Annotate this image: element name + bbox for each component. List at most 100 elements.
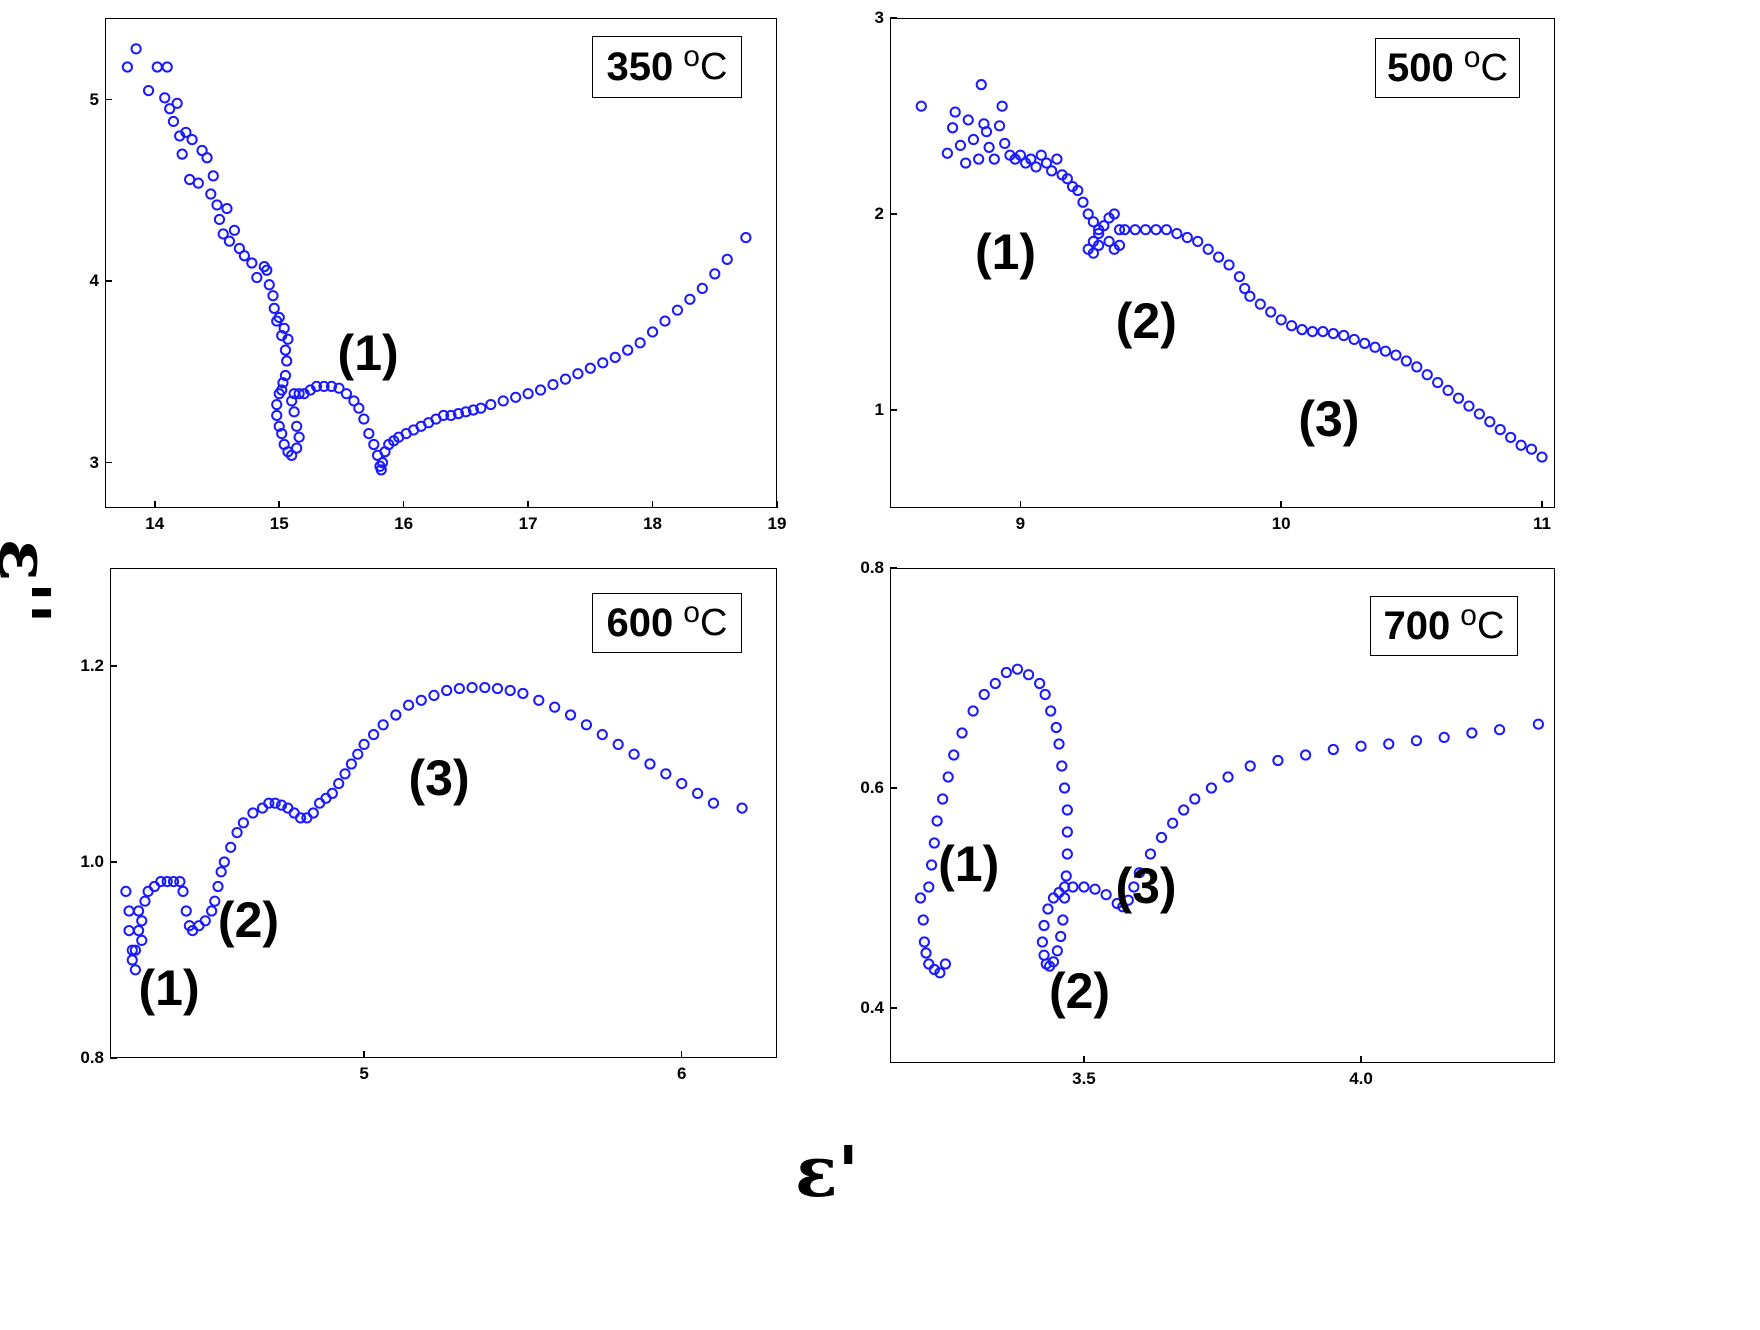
data-point — [1452, 392, 1465, 404]
data-point — [1111, 897, 1123, 910]
data-point — [684, 293, 696, 305]
data-point — [1058, 782, 1071, 794]
region-label: (2) — [1115, 292, 1177, 349]
data-point — [920, 947, 932, 959]
x-tick-mark — [1019, 501, 1022, 508]
y-tick-label: 0.4 — [860, 998, 884, 1017]
data-point — [1233, 271, 1246, 283]
data-point — [1272, 754, 1284, 767]
data-point — [1421, 369, 1433, 381]
data-point — [453, 682, 465, 695]
data-point — [368, 438, 380, 451]
data-point — [269, 797, 281, 809]
data-point — [271, 398, 283, 411]
data-point — [233, 242, 245, 255]
data-point — [275, 799, 288, 811]
data-point — [1155, 831, 1168, 844]
data-point — [960, 157, 972, 169]
region-label: (2) — [1048, 962, 1111, 1019]
x-tick-label: 11 — [1532, 514, 1551, 533]
data-point — [1383, 738, 1395, 750]
data-point — [340, 388, 353, 400]
data-point — [177, 885, 189, 898]
data-point — [428, 689, 440, 702]
data-point — [339, 768, 351, 780]
data-point — [1369, 341, 1381, 353]
y-tick-mark — [105, 98, 112, 101]
data-point — [1438, 731, 1450, 744]
temperature-label: 350 o C — [592, 36, 742, 98]
data-point — [1150, 224, 1162, 236]
data-point — [1205, 782, 1218, 794]
data-point — [948, 749, 960, 761]
data-point — [1473, 408, 1485, 420]
data-point — [207, 170, 219, 182]
data-point — [142, 84, 155, 97]
data-point — [318, 380, 330, 393]
data-point — [1212, 251, 1225, 263]
data-point — [975, 79, 987, 91]
data-point — [1108, 208, 1120, 220]
data-point — [584, 362, 596, 374]
data-point — [1060, 870, 1072, 882]
data-point — [467, 404, 479, 416]
data-point — [186, 133, 198, 146]
x-tick-mark — [651, 501, 654, 508]
data-point — [263, 279, 275, 291]
data-point — [1036, 936, 1048, 948]
data-point — [1355, 740, 1367, 752]
data-point — [967, 133, 980, 146]
data-point — [286, 395, 298, 407]
data-point — [517, 687, 529, 700]
data-point — [1014, 149, 1026, 161]
data-point — [279, 344, 292, 356]
temperature-value: 350 — [606, 44, 674, 89]
data-point — [291, 420, 303, 432]
data-point — [1532, 718, 1544, 730]
data-point — [1171, 228, 1183, 240]
y-tick-mark — [105, 461, 112, 464]
y-tick-mark — [890, 1007, 897, 1009]
y-tick-label: 4 — [89, 271, 99, 291]
data-point — [348, 395, 360, 407]
data-point — [132, 905, 145, 917]
data-point — [736, 802, 748, 814]
data-point — [475, 402, 487, 414]
data-point — [1113, 239, 1126, 251]
data-point — [445, 409, 457, 422]
x-tick-mark — [776, 501, 778, 508]
data-point — [1244, 760, 1256, 772]
data-point — [479, 681, 491, 694]
data-point — [276, 427, 288, 440]
data-point — [293, 431, 305, 443]
data-point — [213, 213, 226, 226]
data-point — [510, 391, 522, 403]
data-point — [980, 126, 993, 138]
temperature-value: 700 — [1383, 603, 1451, 648]
data-point — [363, 427, 375, 440]
temperature-label: 500 o C — [1375, 38, 1520, 98]
data-point — [564, 709, 577, 721]
data-point — [279, 369, 292, 382]
data-point — [612, 738, 624, 751]
data-point — [996, 100, 1008, 112]
data-point — [1034, 677, 1046, 690]
data-point — [1038, 919, 1050, 932]
temperature-label: 600 o C — [592, 593, 742, 653]
data-point — [1254, 298, 1266, 310]
data-point — [247, 807, 259, 819]
data-point — [609, 351, 621, 363]
data-point — [377, 719, 389, 731]
data-point — [988, 153, 1000, 165]
y-tick-label: 2 — [874, 204, 884, 223]
data-point — [1056, 760, 1068, 772]
degree-symbol: o — [683, 40, 700, 73]
data-point — [307, 807, 319, 819]
data-point — [1103, 235, 1115, 248]
data-point — [1082, 208, 1094, 220]
x-tick-label: 5 — [359, 1064, 369, 1083]
y-tick-mark — [890, 17, 897, 19]
temperature-unit: C — [1480, 46, 1508, 89]
data-point — [139, 895, 151, 907]
